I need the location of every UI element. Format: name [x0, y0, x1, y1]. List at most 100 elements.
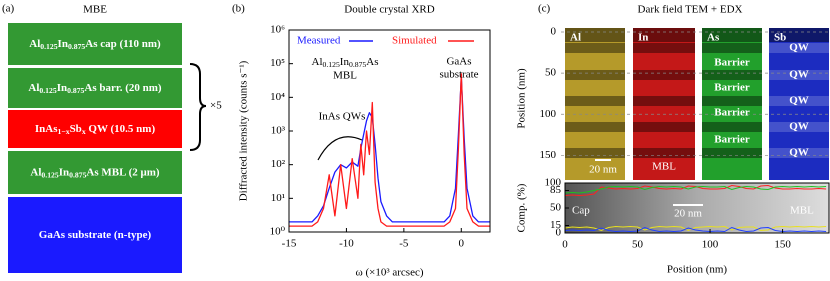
tem-channel — [769, 28, 829, 180]
layer-text: GaAs substrate (n-type) — [39, 229, 152, 241]
panel-label: (a) — [2, 3, 15, 15]
annotation: GaAs — [446, 56, 471, 68]
barrier-label: Barrier — [714, 107, 750, 119]
annotation: InAs QWs — [319, 111, 366, 123]
tem-channel — [565, 28, 625, 180]
x-tick-label: -10 — [339, 238, 354, 250]
layer — [8, 23, 182, 65]
tem-band — [769, 96, 829, 106]
x-axis-label: ω (×10³ arcsec) — [355, 267, 423, 279]
layer — [8, 151, 182, 194]
x-tick-label: 150 — [774, 239, 791, 251]
tem-band — [702, 43, 762, 53]
x-tick-label: 0 — [562, 239, 568, 251]
y-tick-label: 10⁰ — [270, 226, 286, 238]
tem-band — [702, 70, 762, 80]
x-tick-label: 100 — [702, 239, 719, 251]
annotation-part: In — [340, 56, 350, 68]
qw-arc — [317, 136, 363, 161]
y-tick-label: 50 — [545, 67, 557, 79]
y-tick-label: 10³ — [271, 125, 286, 137]
tem-band — [565, 96, 625, 106]
barrier-label: Barrier — [714, 57, 750, 69]
tem-band — [769, 70, 829, 80]
qw-label: QW — [789, 147, 809, 159]
annotation: MBL — [790, 205, 814, 217]
tem-cap — [565, 28, 625, 42]
scale-label: 20 nm — [589, 164, 617, 176]
annotation: MBL — [333, 70, 357, 82]
brace — [189, 63, 207, 151]
layer-text-part: 0.875 — [69, 170, 86, 179]
tem-band — [633, 148, 695, 158]
tem-band — [769, 43, 829, 53]
qw-label: QW — [789, 42, 809, 54]
layer-text-part: Al — [30, 166, 41, 178]
layer-text-part: In — [59, 166, 69, 178]
legend-label: Measured — [297, 35, 341, 47]
y-axis-label: Diffracted intensity (counts s⁻¹) — [238, 60, 250, 201]
layer-text-part: GaAs substrate (n-type) — [39, 229, 152, 241]
legend-label: Simulated — [392, 35, 437, 47]
y-tick-label: 10⁶ — [270, 24, 285, 36]
layer-text-part: InAs — [35, 123, 58, 135]
panel-label: (c) — [538, 3, 551, 15]
composition-line — [564, 185, 827, 194]
annotation: Cap — [572, 205, 590, 217]
layer-text-part: As MBL (2 μm) — [86, 166, 159, 178]
y-tick-label: 0 — [556, 227, 562, 239]
layer-text-part: As barr. (20 nm) — [84, 82, 162, 94]
haadf-image — [565, 183, 829, 233]
layer-text-part: In — [57, 82, 67, 94]
tem-band — [633, 70, 695, 80]
channel-label: Al — [570, 32, 581, 44]
tem-band — [769, 122, 829, 132]
mbl-label: MBL — [652, 161, 676, 173]
annotation: Al0.125In0.875As — [312, 56, 379, 69]
layer-text-part: 0.875 — [68, 42, 85, 51]
layer-text-part: 0.875 — [67, 86, 84, 95]
layer-text-part: In — [58, 38, 68, 50]
panel-title: Dark field TEM + EDX — [638, 4, 743, 16]
x-axis-label: Position (nm) — [667, 264, 728, 276]
y-tick-label: 100 — [545, 177, 562, 189]
layer-text: InAs1−xSbx QW (10.5 nm) — [35, 123, 156, 136]
barrier-label: Barrier — [714, 82, 750, 94]
x-tick-label: -5 — [399, 238, 409, 250]
layer-text-part: 0.125 — [41, 170, 58, 179]
x-tick-label: 50 — [632, 239, 644, 251]
tem-band — [565, 43, 625, 53]
layer — [8, 197, 182, 273]
x-tick-label: -15 — [282, 238, 297, 250]
tem-band — [769, 148, 829, 158]
tem-band — [633, 43, 695, 53]
y-tick-label: 15 — [550, 219, 562, 231]
layer — [8, 68, 182, 108]
layer-text-part: QW (10.5 nm) — [86, 123, 156, 135]
layer-text-part: x — [82, 127, 86, 136]
annotation-part: Al — [312, 56, 323, 68]
y-tick-label: 10² — [271, 158, 286, 170]
tem-band — [565, 122, 625, 132]
layer-text-part: 1−x — [57, 127, 69, 136]
qw-label: QW — [789, 95, 809, 107]
y-tick-label: 0 — [551, 26, 557, 38]
series-line — [289, 73, 490, 227]
layer-text: Al0.125In0.875As barr. (20 nm) — [28, 82, 162, 95]
tem-channel — [702, 28, 762, 180]
y-tick-label: 150 — [540, 149, 557, 161]
y-tick-label: 10⁵ — [270, 57, 285, 69]
annotation-part: 0.125 — [323, 60, 340, 69]
panel-title: Double crystal XRD — [344, 4, 434, 16]
layer-text-part: Al — [29, 38, 40, 50]
tem-band — [702, 148, 762, 158]
y-tick-label: 50 — [550, 202, 562, 214]
annotation-part: 0.875 — [349, 60, 366, 69]
layer-text: Al0.125In0.875As cap (110 nm) — [29, 38, 161, 51]
channel-label: Sb — [774, 32, 786, 44]
tem-cap — [702, 28, 762, 42]
panel-label: (b) — [232, 3, 245, 15]
x-tick-label: 0 — [459, 238, 465, 250]
tem-cap — [633, 28, 695, 42]
channel-label: As — [707, 32, 720, 44]
